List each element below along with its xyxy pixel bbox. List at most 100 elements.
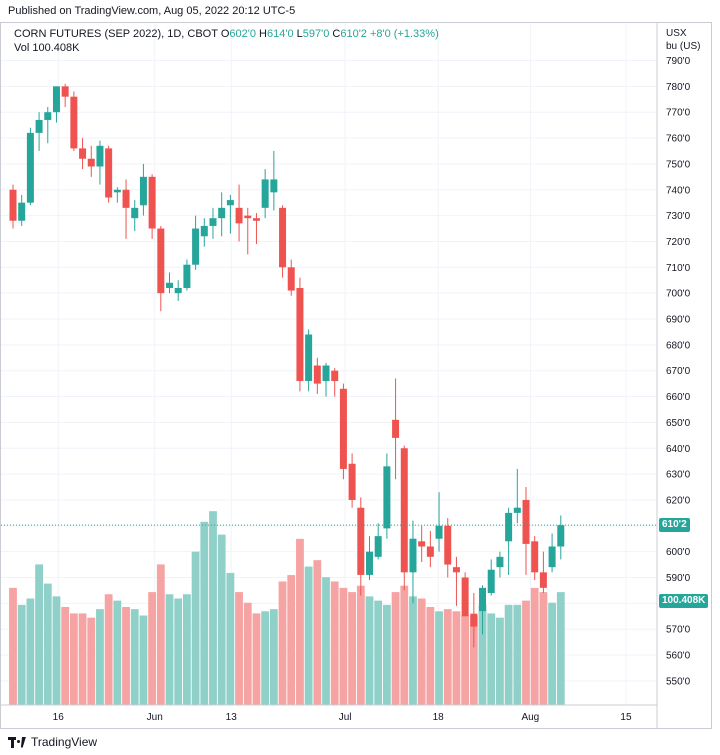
candle-body bbox=[235, 207, 243, 224]
candle-body bbox=[383, 466, 391, 529]
candle-body bbox=[18, 202, 26, 221]
candle-body bbox=[35, 119, 43, 133]
volume-bar bbox=[69, 613, 78, 705]
volume-bar bbox=[322, 577, 330, 705]
candle-body bbox=[435, 525, 443, 539]
volume-bar bbox=[148, 592, 157, 705]
volume-badge: 100.408K bbox=[659, 594, 709, 608]
volume-bar bbox=[130, 609, 139, 705]
candle-body bbox=[348, 463, 356, 500]
volume-bar bbox=[382, 604, 391, 705]
y-tick-label: 630'0 bbox=[666, 470, 691, 481]
price-axis[interactable]: 550'0560'0570'0580'0590'0600'0610'0620'0… bbox=[656, 23, 691, 728]
y-tick-label: 790'0 bbox=[666, 56, 691, 67]
volume-bar bbox=[209, 511, 217, 705]
volume-bar bbox=[96, 609, 104, 705]
volume-bar bbox=[200, 521, 209, 705]
candle-body bbox=[513, 507, 521, 513]
y-tick-label: 770'0 bbox=[666, 108, 691, 119]
volume-bar bbox=[478, 604, 487, 705]
volume-bar bbox=[522, 600, 530, 705]
candle-body bbox=[87, 158, 95, 167]
x-tick-label: 16 bbox=[53, 712, 65, 723]
y-tick-label: 670'0 bbox=[666, 366, 691, 377]
candle-body bbox=[357, 507, 365, 575]
volume-bar bbox=[452, 611, 461, 705]
candle-body bbox=[487, 569, 495, 594]
volume-bar bbox=[513, 604, 522, 705]
close-value: 610'2 bbox=[340, 28, 367, 40]
candle-body bbox=[409, 538, 417, 573]
change-value: +8'0 (+1.33%) bbox=[369, 28, 439, 40]
volume-bar bbox=[261, 611, 270, 705]
candle-body bbox=[539, 572, 547, 588]
candle-body bbox=[331, 370, 339, 382]
volume-bar bbox=[496, 617, 504, 705]
candle-body bbox=[79, 148, 87, 159]
candle-body bbox=[461, 577, 469, 617]
candle-body bbox=[452, 567, 460, 573]
candle-body bbox=[131, 207, 139, 219]
volume-bar bbox=[278, 581, 287, 705]
volume-bar bbox=[183, 594, 191, 705]
candle-body bbox=[279, 207, 287, 268]
volume-bar bbox=[487, 613, 496, 705]
volume-bar bbox=[391, 592, 400, 705]
candle-body bbox=[209, 218, 217, 226]
candle-body bbox=[113, 189, 121, 193]
volume-bar bbox=[17, 604, 26, 705]
y-tick-label: 720'0 bbox=[666, 237, 691, 248]
y-tick-label: 680'0 bbox=[666, 340, 691, 351]
volume-bar bbox=[174, 598, 183, 705]
volume-bar bbox=[252, 613, 261, 705]
volume-bar bbox=[35, 564, 43, 705]
candle-body bbox=[305, 334, 313, 382]
candle-body bbox=[470, 613, 478, 627]
volume-bar bbox=[356, 585, 365, 705]
tradingview-logo-icon bbox=[8, 736, 26, 748]
volume-bar bbox=[9, 587, 17, 705]
volume-bar bbox=[43, 583, 52, 705]
symbol-label: CORN FUTURES (SEP 2022), 1D, CBOT bbox=[14, 28, 218, 40]
chart-frame bbox=[0, 22, 712, 729]
x-tick-label: 18 bbox=[433, 712, 445, 723]
y-tick-label: 700'0 bbox=[666, 289, 691, 300]
candle-body bbox=[296, 287, 304, 382]
volume-bar bbox=[287, 575, 296, 705]
volume-bars bbox=[9, 511, 565, 705]
candle-body bbox=[444, 525, 452, 565]
candle-body bbox=[105, 148, 113, 198]
volume-bar bbox=[243, 602, 252, 705]
y-tick-label: 620'0 bbox=[666, 495, 691, 506]
candle-body bbox=[96, 145, 104, 167]
candle-body bbox=[322, 365, 330, 382]
volume-bar bbox=[400, 585, 409, 705]
volume-bar bbox=[217, 534, 226, 705]
candle-body bbox=[426, 546, 434, 557]
volume-bar bbox=[26, 598, 35, 705]
volume-bar bbox=[530, 587, 539, 705]
candle-body bbox=[505, 512, 513, 542]
y-tick-label: 590'0 bbox=[666, 573, 691, 584]
y-tick-label: 730'0 bbox=[666, 211, 691, 222]
volume-bar bbox=[165, 594, 174, 705]
candle-body bbox=[400, 448, 408, 573]
candle-body bbox=[244, 215, 252, 219]
candle-body bbox=[183, 264, 191, 288]
candle-body bbox=[522, 499, 530, 544]
volume-bar bbox=[52, 596, 61, 705]
x-tick-label: Jun bbox=[147, 712, 163, 723]
volume-bar bbox=[113, 600, 122, 705]
candle-body bbox=[339, 388, 347, 469]
volume-bar bbox=[330, 581, 339, 705]
x-tick-label: 13 bbox=[226, 712, 238, 723]
candle-body bbox=[148, 176, 156, 229]
candle-body bbox=[26, 132, 34, 203]
volume-bar bbox=[269, 609, 278, 705]
volume-bar bbox=[304, 566, 313, 705]
candle-body bbox=[287, 267, 295, 291]
candle-body bbox=[122, 189, 130, 208]
time-axis[interactable]: 16 Jun 13 Jul 18 Aug 15 bbox=[1, 704, 657, 723]
candle-body bbox=[70, 96, 78, 149]
